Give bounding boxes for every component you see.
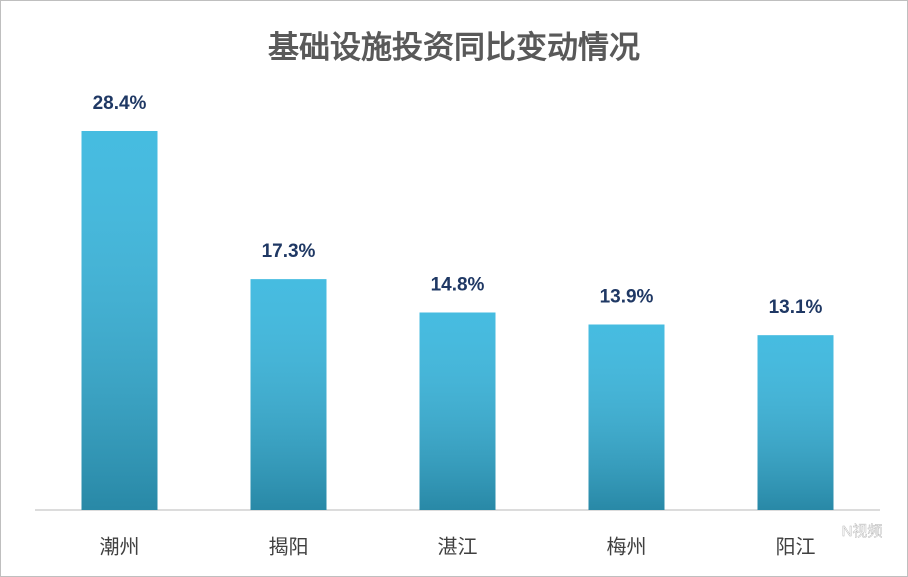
value-label: 14.8%: [431, 275, 485, 296]
bar-shade: [588, 324, 665, 510]
value-label: 28.4%: [93, 93, 147, 114]
x-tick-label: 潮州: [100, 535, 140, 558]
watermark: N视频: [842, 523, 883, 540]
bar-shade: [250, 279, 327, 510]
x-tick-label: 梅州: [607, 535, 647, 558]
chart-title: 基础设施投资同比变动情况: [268, 30, 640, 65]
value-label: 17.3%: [262, 241, 316, 262]
value-label: 13.9%: [600, 287, 654, 308]
bar-shade: [757, 335, 834, 510]
bar-shade: [81, 131, 158, 510]
x-tick-label: 揭阳: [269, 535, 309, 558]
x-tick-label: 湛江: [438, 535, 478, 558]
x-tick-label: 阳江: [776, 535, 816, 558]
value-label: 13.1%: [769, 297, 823, 318]
bar-shade: [419, 312, 496, 510]
